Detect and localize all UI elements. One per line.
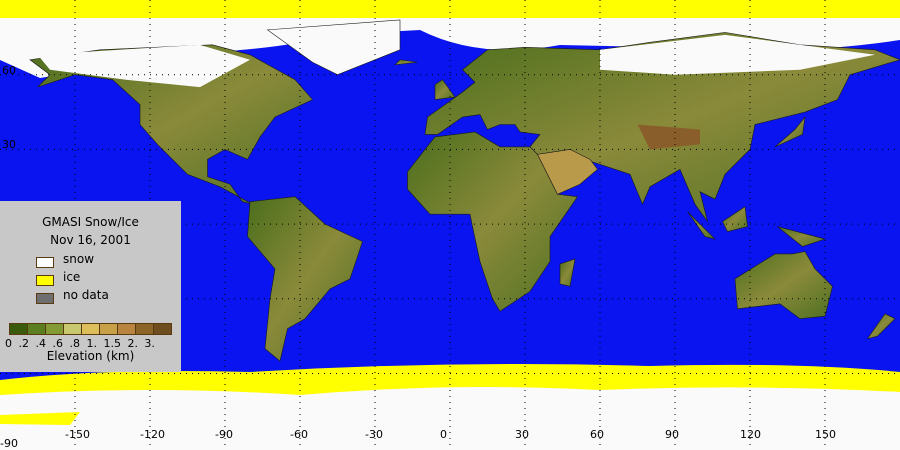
lon-label: 120 bbox=[740, 428, 761, 441]
borneo bbox=[722, 206, 748, 232]
lon-label: 90 bbox=[665, 428, 679, 441]
lon-label: 60 bbox=[590, 428, 604, 441]
colorbar-segment bbox=[10, 324, 28, 334]
lon-label: -90 bbox=[215, 428, 233, 441]
snow-label: snow bbox=[63, 252, 95, 266]
australia bbox=[734, 251, 833, 320]
no-data-swatch bbox=[36, 293, 54, 304]
colorbar-segment bbox=[82, 324, 100, 334]
japan bbox=[774, 115, 806, 148]
ice-swatch bbox=[36, 275, 54, 286]
madagascar bbox=[559, 258, 576, 287]
lon-label: 30 bbox=[515, 428, 529, 441]
lon-label: -150 bbox=[65, 428, 90, 441]
colorbar-segment bbox=[154, 324, 171, 334]
lon-label: 150 bbox=[815, 428, 836, 441]
colorbar-segment bbox=[118, 324, 136, 334]
colorbar-segment bbox=[136, 324, 154, 334]
colorbar-segment bbox=[100, 324, 118, 334]
colorbar-segment bbox=[28, 324, 46, 334]
arctic-ice bbox=[0, 0, 900, 18]
ice-label: ice bbox=[63, 270, 81, 284]
lat-label-60: 60 bbox=[2, 64, 16, 77]
siberia-snow bbox=[600, 34, 875, 75]
snow-swatch bbox=[36, 257, 54, 268]
lon-label: -120 bbox=[140, 428, 165, 441]
legend-panel: GMASI Snow/Ice Nov 16, 2001 snow ice no … bbox=[0, 201, 181, 372]
great-britain bbox=[434, 79, 456, 100]
colorbar-segment bbox=[64, 324, 82, 334]
legend-title: GMASI Snow/Ice bbox=[42, 215, 139, 229]
legend-date: Nov 16, 2001 bbox=[50, 233, 131, 247]
colorbar-ticks: 0 .2 .4 .6 .8 1. 1.5 2. 3. bbox=[5, 337, 155, 350]
iceland bbox=[394, 59, 418, 66]
north-america bbox=[29, 44, 313, 205]
new-guinea bbox=[777, 226, 827, 247]
africa bbox=[407, 131, 579, 312]
lat-label-minus90: -90 bbox=[0, 437, 18, 450]
elevation-colorbar bbox=[9, 323, 172, 335]
greenland bbox=[266, 19, 401, 76]
lon-label: -30 bbox=[365, 428, 383, 441]
lon-label: 0 bbox=[440, 428, 447, 441]
south-america bbox=[247, 196, 363, 362]
lon-label: -60 bbox=[290, 428, 308, 441]
tibet bbox=[637, 124, 700, 150]
colorbar-label: Elevation (km) bbox=[46, 349, 135, 363]
canada-snow bbox=[37, 44, 250, 88]
new-zealand bbox=[866, 313, 896, 340]
antarctic-ice-patch bbox=[0, 412, 80, 425]
no-data-label: no data bbox=[63, 288, 109, 302]
colorbar-segment bbox=[46, 324, 64, 334]
lat-label-30: 30 bbox=[2, 138, 16, 151]
